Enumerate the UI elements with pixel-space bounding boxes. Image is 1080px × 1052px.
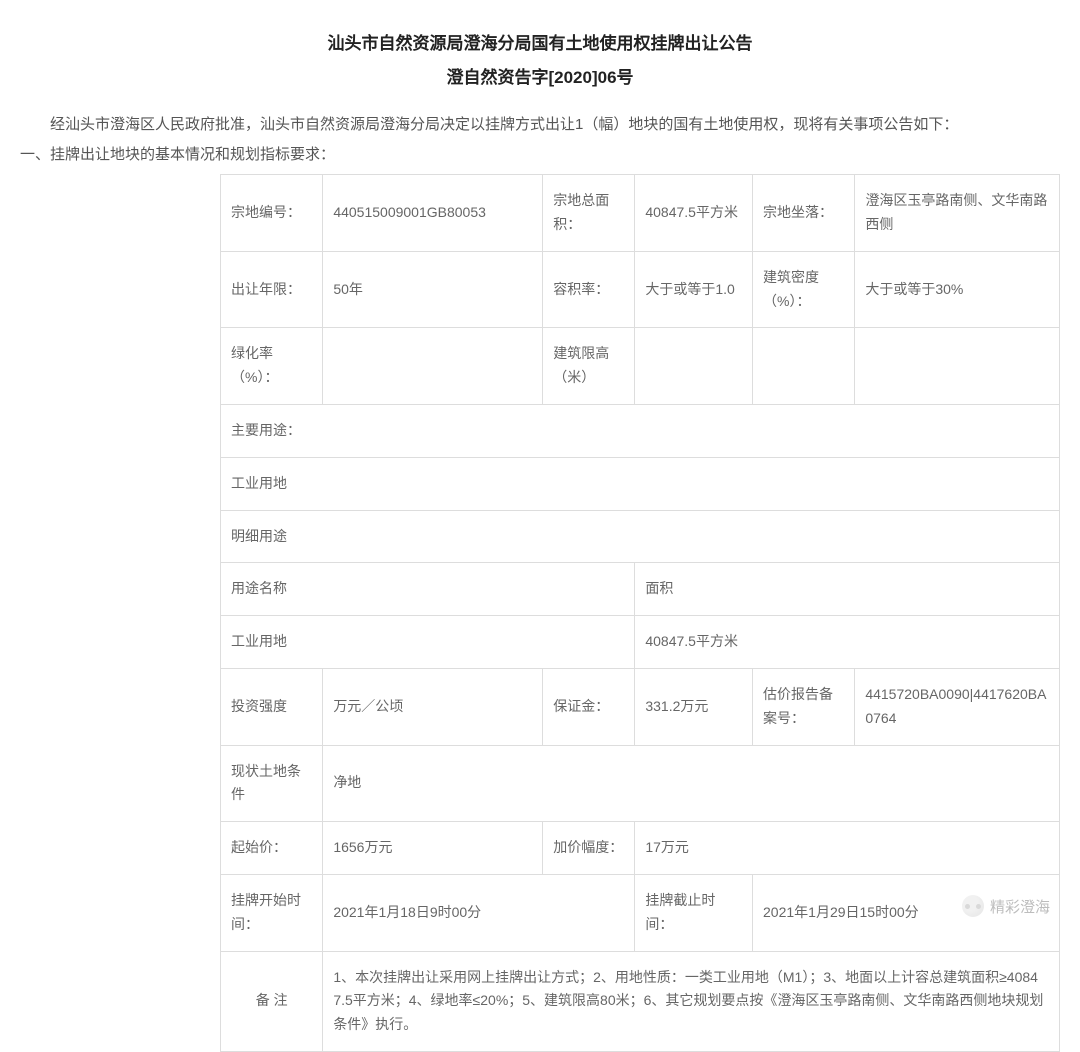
page-subtitle: 澄自然资告字[2020]06号	[20, 63, 1060, 88]
table-row: 工业用地 40847.5平方米	[221, 616, 1060, 669]
cell-main-use: 工业用地	[221, 457, 1060, 510]
cell-lot-number-label: 宗地编号：	[221, 175, 323, 252]
cell-greening	[323, 328, 543, 405]
cell-main-use-header: 主要用途：	[221, 404, 1060, 457]
cell-invest-label: 投资强度	[221, 668, 323, 745]
intro-text: 经汕头市澄海区人民政府批准，汕头市自然资源局澄海分局决定以挂牌方式出让1（幅）地…	[20, 110, 1060, 140]
cell-detail-use-header: 明细用途	[221, 510, 1060, 563]
cell-empty	[753, 328, 855, 405]
cell-height	[635, 328, 753, 405]
table-row: 备 注 1、本次挂牌出让采用网上挂牌出让方式；2、用地性质：一类工业用地（M1）…	[221, 951, 1060, 1051]
table-row: 挂牌开始时间： 2021年1月18日9时00分 挂牌截止时间： 2021年1月2…	[221, 874, 1060, 951]
cell-use-name: 工业用地	[221, 616, 635, 669]
cell-empty	[855, 328, 1060, 405]
cell-increment-label: 加价幅度：	[543, 822, 635, 875]
cell-far-label: 容积率：	[543, 251, 635, 328]
table-row: 现状土地条件 净地	[221, 745, 1060, 822]
table-row: 绿化率（%）： 建筑限高（米）	[221, 328, 1060, 405]
cell-density-label: 建筑密度（%）：	[753, 251, 855, 328]
cell-far: 大于或等于1.0	[635, 251, 753, 328]
land-table: 宗地编号： 440515009001GB80053 宗地总面积： 40847.5…	[220, 174, 1060, 1052]
cell-height-label: 建筑限高（米）	[543, 328, 635, 405]
cell-deposit-label: 保证金：	[543, 668, 635, 745]
table-row: 明细用途	[221, 510, 1060, 563]
cell-term-label: 出让年限：	[221, 251, 323, 328]
cell-deposit: 331.2万元	[635, 668, 753, 745]
cell-remarks-label: 备 注	[221, 951, 323, 1051]
page-title: 汕头市自然资源局澄海分局国有土地使用权挂牌出让公告	[20, 30, 1060, 57]
table-row: 主要用途：	[221, 404, 1060, 457]
cell-valuation: 4415720BA0090|4417620BA0764	[855, 668, 1060, 745]
cell-start-price: 1656万元	[323, 822, 543, 875]
wechat-icon	[962, 895, 984, 917]
watermark-text: 精彩澄海	[990, 896, 1050, 917]
cell-start-time: 2021年1月18日9时00分	[323, 874, 635, 951]
cell-invest-unit: 万元／公顷	[323, 668, 543, 745]
cell-remarks: 1、本次挂牌出让采用网上挂牌出让方式；2、用地性质：一类工业用地（M1）；3、地…	[323, 951, 1060, 1051]
cell-location-label: 宗地坐落：	[753, 175, 855, 252]
cell-increment: 17万元	[635, 822, 1060, 875]
cell-greening-label: 绿化率（%）：	[221, 328, 323, 405]
land-table-wrap: 宗地编号： 440515009001GB80053 宗地总面积： 40847.5…	[220, 174, 1060, 1052]
cell-land-cond-label: 现状土地条件	[221, 745, 323, 822]
watermark: 精彩澄海	[962, 895, 1050, 917]
table-row: 工业用地	[221, 457, 1060, 510]
cell-area-label: 宗地总面积：	[543, 175, 635, 252]
cell-term: 50年	[323, 251, 543, 328]
cell-location: 澄海区玉亭路南侧、文华南路西侧	[855, 175, 1060, 252]
cell-land-cond: 净地	[323, 745, 1060, 822]
cell-start-time-label: 挂牌开始时间：	[221, 874, 323, 951]
table-row: 用途名称 面积	[221, 563, 1060, 616]
cell-area: 40847.5平方米	[635, 175, 753, 252]
cell-end-time-label: 挂牌截止时间：	[635, 874, 753, 951]
cell-lot-number: 440515009001GB80053	[323, 175, 543, 252]
cell-use-area-label: 面积	[635, 563, 1060, 616]
cell-density: 大于或等于30%	[855, 251, 1060, 328]
section-label: 一、挂牌出让地块的基本情况和规划指标要求：	[20, 140, 1060, 170]
cell-use-area: 40847.5平方米	[635, 616, 1060, 669]
cell-start-price-label: 起始价：	[221, 822, 323, 875]
cell-valuation-label: 估价报告备案号：	[753, 668, 855, 745]
table-row: 出让年限： 50年 容积率： 大于或等于1.0 建筑密度（%）： 大于或等于30…	[221, 251, 1060, 328]
cell-use-name-label: 用途名称	[221, 563, 635, 616]
table-row: 投资强度 万元／公顷 保证金： 331.2万元 估价报告备案号： 4415720…	[221, 668, 1060, 745]
table-row: 起始价： 1656万元 加价幅度： 17万元	[221, 822, 1060, 875]
table-row: 宗地编号： 440515009001GB80053 宗地总面积： 40847.5…	[221, 175, 1060, 252]
